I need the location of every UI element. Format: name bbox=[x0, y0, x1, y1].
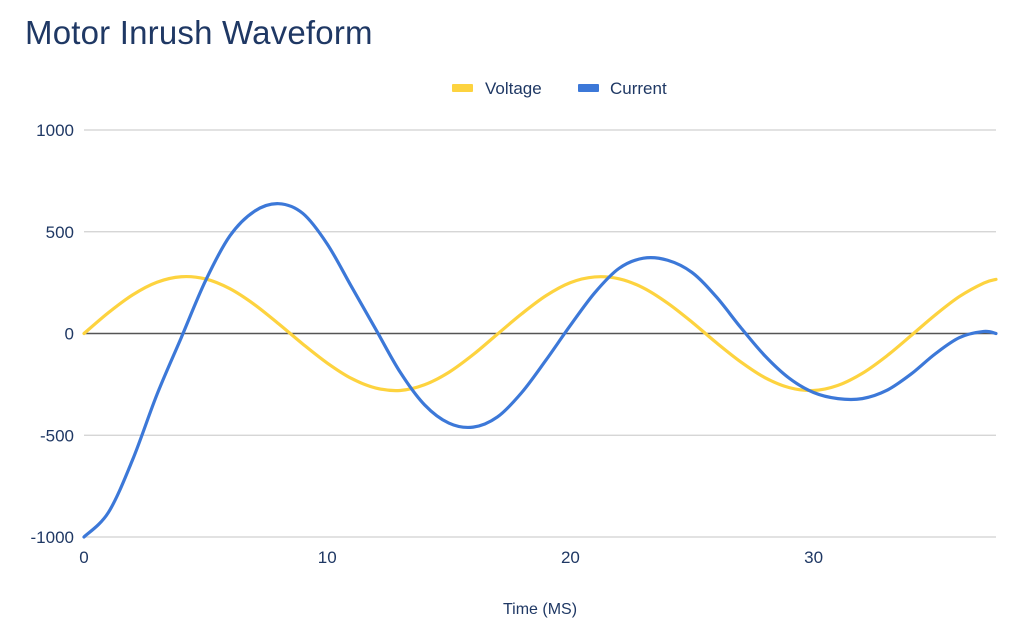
legend-label-current: Current bbox=[610, 79, 667, 98]
x-axis-ticks: 0 10 20 30 bbox=[79, 548, 823, 567]
grid-lines bbox=[84, 129, 996, 538]
chart-title: Motor Inrush Waveform bbox=[25, 14, 373, 51]
series-line-voltage bbox=[82, 274, 998, 393]
y-tick-label: 0 bbox=[65, 325, 74, 344]
series-line-current bbox=[82, 202, 998, 539]
y-tick-label: -500 bbox=[40, 426, 74, 445]
y-tick-label: 500 bbox=[46, 223, 74, 242]
x-tick-label: 0 bbox=[79, 548, 88, 567]
y-tick-label: -1000 bbox=[31, 528, 74, 547]
legend-swatch-current bbox=[578, 84, 599, 92]
legend: Voltage Current bbox=[452, 79, 667, 98]
x-tick-label: 10 bbox=[318, 548, 337, 567]
x-tick-label: 30 bbox=[804, 548, 823, 567]
legend-swatch-voltage bbox=[452, 84, 473, 92]
y-tick-label: 1000 bbox=[36, 121, 74, 140]
series-lines bbox=[82, 202, 998, 539]
x-axis-title: Time (MS) bbox=[503, 601, 577, 618]
legend-label-voltage: Voltage bbox=[485, 79, 542, 98]
y-axis-ticks: -1000 -500 0 500 1000 bbox=[31, 121, 74, 547]
x-tick-label: 20 bbox=[561, 548, 580, 567]
